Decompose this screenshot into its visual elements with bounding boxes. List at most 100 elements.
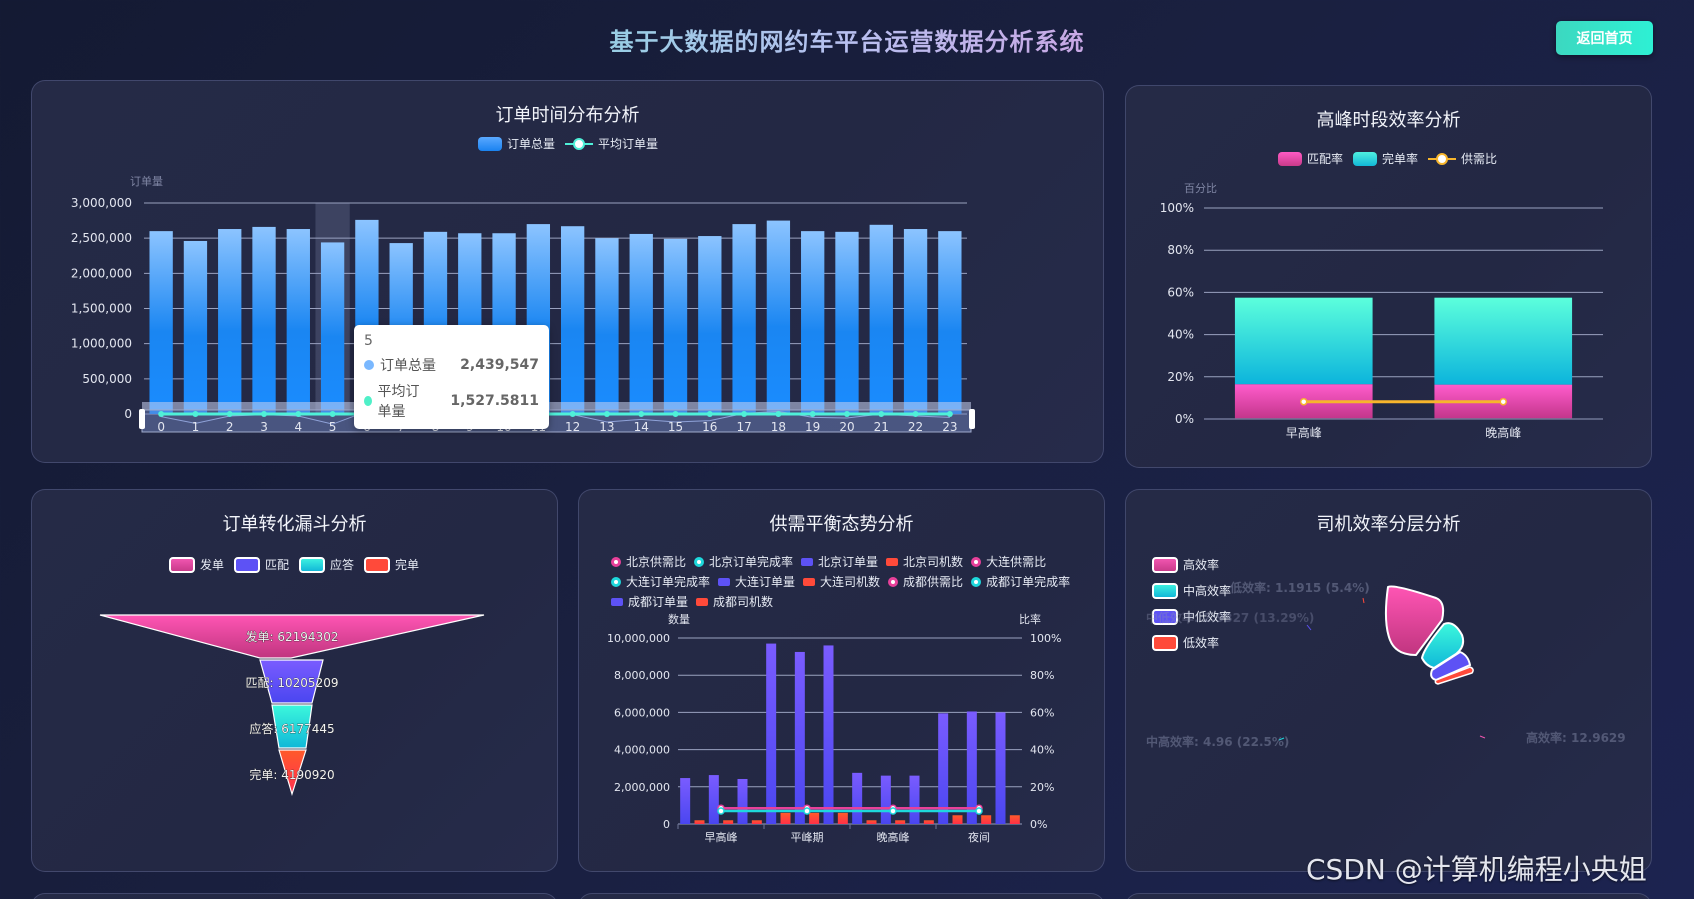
order-bar: [663, 238, 688, 414]
legend-item[interactable]: 大连订单完成率: [611, 573, 710, 590]
funnel-legend: 发单 匹配 应答 完单: [169, 556, 419, 573]
order-bar: [938, 231, 962, 414]
svg-text:1,500,000: 1,500,000: [71, 302, 132, 316]
legend-high[interactable]: 高效率: [1152, 556, 1231, 573]
svg-text:13: 13: [599, 420, 614, 434]
legend-low[interactable]: 低效率: [1152, 634, 1231, 651]
legend-match-rate[interactable]: 匹配率: [1278, 150, 1343, 167]
swatch-icon: [299, 556, 326, 573]
funnel-stage-match: [259, 659, 324, 704]
next-row-card-left: [31, 893, 558, 899]
peak-svg: 100% 80% 60% 40% 20% 0% 早高峰 晚高峰: [1160, 201, 1603, 440]
dot-marker-icon: [971, 576, 982, 587]
order-bar: [560, 226, 585, 414]
svg-text:100%: 100%: [1160, 201, 1194, 215]
y-left-axis-name: 数量: [668, 613, 690, 626]
legend-item[interactable]: 大连供需比: [971, 553, 1046, 570]
supply-title: 供需平衡态势分析: [769, 514, 914, 535]
svg-text:晚高峰: 晚高峰: [877, 830, 910, 844]
legend-match[interactable]: 匹配: [234, 556, 289, 573]
bar-swatch-icon: [611, 597, 623, 606]
svg-text:6,000,000: 6,000,000: [614, 706, 670, 719]
legend-item[interactable]: 成都订单完成率: [971, 573, 1070, 590]
svg-text:40%: 40%: [1167, 328, 1194, 342]
dot-marker-icon: [694, 556, 705, 567]
swatch-icon: [364, 556, 391, 573]
order-bar: [766, 220, 791, 414]
order-time-title: 订单时间分布分析: [495, 105, 640, 126]
legend-respond[interactable]: 应答: [299, 556, 354, 573]
legend-item[interactable]: 成都供需比: [888, 573, 963, 590]
svg-text:4: 4: [294, 420, 302, 434]
order-bar: [698, 236, 722, 414]
svg-text:3: 3: [260, 420, 268, 434]
rose-slice-high: [1384, 585, 1445, 657]
bar-swatch-icon: [886, 557, 899, 566]
legend-order-total[interactable]: 订单总量: [478, 135, 555, 152]
rose-pie-chart: [1278, 585, 1486, 741]
svg-text:20%: 20%: [1030, 781, 1054, 794]
order-bar: [183, 240, 208, 414]
svg-text:16: 16: [702, 420, 717, 434]
swatch-icon: [1152, 556, 1178, 573]
legend-complete[interactable]: 完单: [364, 556, 419, 573]
svg-text:100%: 100%: [1030, 632, 1061, 645]
chart-tooltip: 5 订单总量 2,439,547 平均订单量 1,527.5811: [354, 325, 549, 429]
svg-text:早高峰: 早高峰: [705, 830, 738, 844]
dot-marker-icon: [971, 556, 982, 567]
bar-swatch-icon: [801, 557, 814, 566]
order-bar: [595, 238, 619, 414]
swatch-icon: [1152, 582, 1178, 599]
order-bar: [869, 224, 893, 414]
dot-marker-icon: [611, 556, 621, 567]
legend-item[interactable]: 成都司机数: [696, 593, 773, 610]
legend-item[interactable]: 大连订单量: [718, 573, 795, 590]
legend-issue[interactable]: 发单: [169, 556, 224, 573]
pie-label-high: 高效率: 12.9629 (58.8%): [1526, 731, 1626, 745]
svg-text:2,000,000: 2,000,000: [71, 266, 132, 280]
svg-text:夜间: 夜间: [968, 830, 990, 844]
svg-text:0%: 0%: [1030, 818, 1047, 831]
legend-item[interactable]: 大连司机数: [803, 573, 880, 590]
svg-text:21: 21: [874, 420, 889, 434]
funnel-card: 订单转化漏斗分析 发单 匹配 应答 完单 发单: 62194: [31, 489, 558, 872]
y-axis-name: 订单量: [130, 175, 163, 188]
home-button[interactable]: 返回首页: [1556, 21, 1653, 55]
legend-supply-ratio[interactable]: 供需比: [1428, 150, 1497, 167]
svg-text:17: 17: [736, 420, 751, 434]
svg-text:5: 5: [329, 420, 337, 434]
pie-label-mid-low: 中低效率: 2.9327 (13.29%): [1146, 611, 1315, 625]
bar-swatch-icon: [1278, 151, 1302, 166]
svg-text:80%: 80%: [1030, 669, 1054, 682]
order-time-card: 订单时间分布分析 订单总量 平均订单量 订单量 3,000,000 2,500,0…: [31, 80, 1104, 463]
legend-mid-low[interactable]: 中低效率: [1152, 608, 1231, 625]
svg-text:2,000,000: 2,000,000: [614, 781, 670, 794]
legend-item[interactable]: 北京司机数: [886, 553, 963, 570]
legend-avg-order[interactable]: 平均订单量: [565, 135, 658, 152]
peak-legend: 匹配率 完单率 供需比: [1278, 150, 1497, 167]
legend-item[interactable]: 北京订单量: [801, 553, 878, 570]
next-row-card-middle: [578, 893, 1105, 899]
order-bar: [252, 226, 276, 414]
legend-item[interactable]: 成都订单量: [611, 593, 688, 610]
legend-item[interactable]: 北京供需比: [611, 553, 686, 570]
svg-text:完单: 4190920: 完单: 4190920: [249, 767, 334, 782]
svg-text:晚高峰: 晚高峰: [1485, 425, 1521, 440]
svg-text:20: 20: [839, 420, 854, 434]
dot-icon: [364, 360, 374, 370]
svg-text:12: 12: [565, 420, 580, 434]
legend-mid-high[interactable]: 中高效率: [1152, 582, 1231, 599]
legend-complete-rate[interactable]: 完单率: [1353, 150, 1418, 167]
svg-text:22: 22: [908, 420, 923, 434]
driver-legend: 高效率 中高效率 中低效率 低效率: [1152, 556, 1231, 651]
svg-text:发单: 62194302: 发单: 62194302: [246, 629, 339, 644]
svg-text:500,000: 500,000: [82, 372, 132, 386]
legend-item[interactable]: 北京订单完成率: [694, 553, 793, 570]
svg-text:应答: 6177445: 应答: 6177445: [249, 721, 334, 736]
tooltip-row: 平均订单量 1,527.5811: [364, 381, 539, 421]
y-right-axis-name: 比率: [1019, 613, 1041, 626]
supply-legend: 北京供需比 北京订单完成率 北京订单量 北京司机数 大连供需比大连订单完成率 大连订单量大…: [611, 553, 1081, 610]
bar-swatch-icon: [718, 577, 731, 586]
driver-title: 司机效率分层分析: [1316, 514, 1461, 535]
peak-efficiency-card: 高峰时段效率分析 匹配率 完单率 供需比 百分比 100% 80% 60% 40% 20…: [1125, 85, 1652, 468]
